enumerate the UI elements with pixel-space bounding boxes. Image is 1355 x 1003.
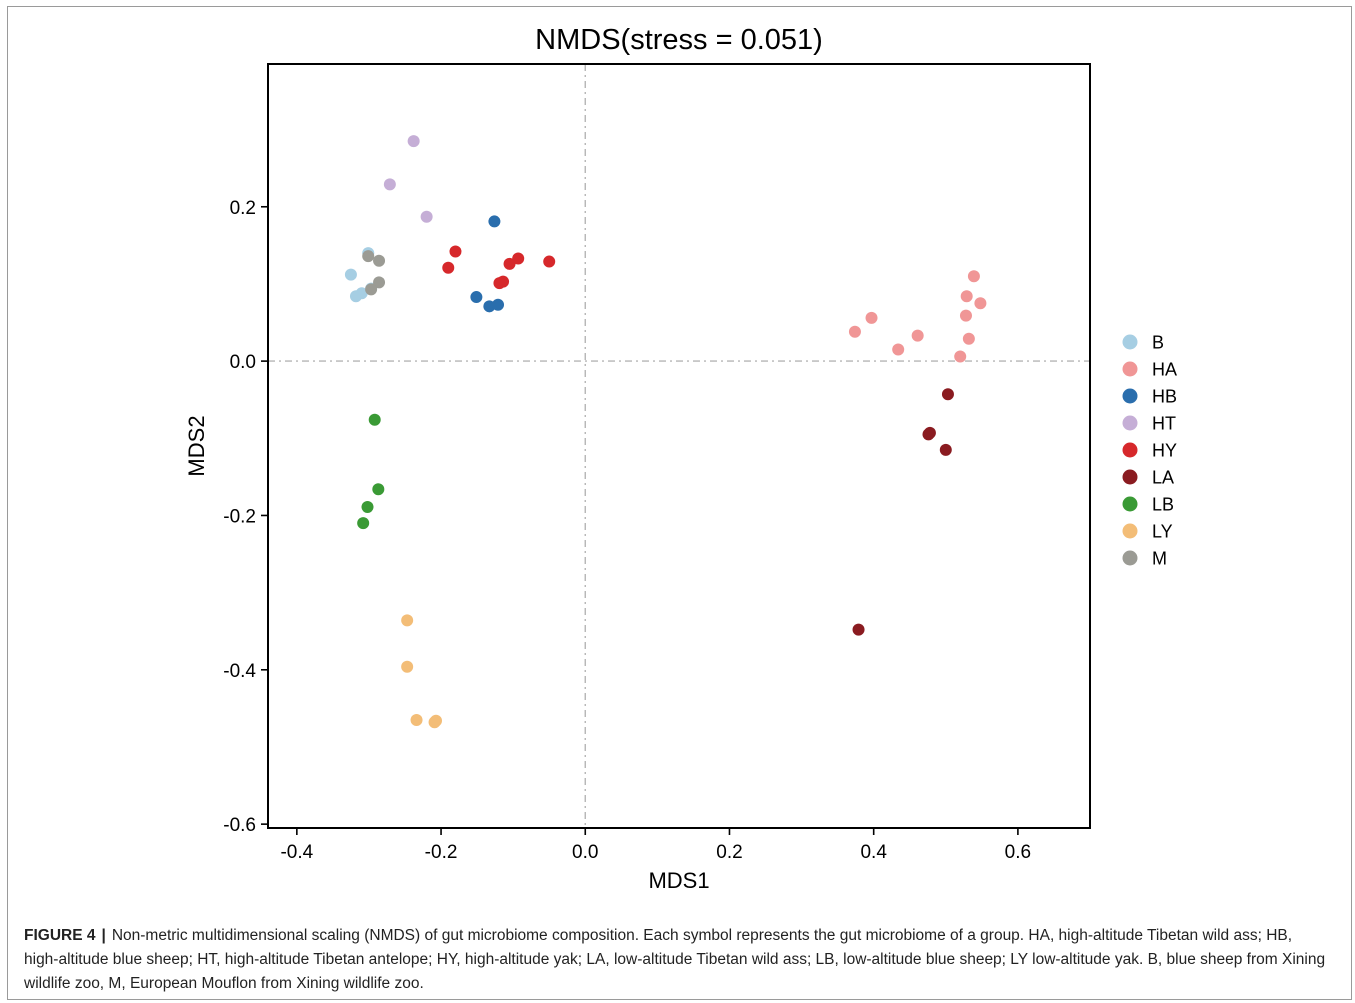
data-point-ht xyxy=(383,178,396,191)
data-point-hb xyxy=(492,298,505,311)
y-tick-label: -0.6 xyxy=(223,815,256,836)
data-point-ha xyxy=(967,270,980,283)
nmds-chart: -0.4 -0.2 0.0 0.2 0.4 0.6 0.20.0-0.2-0.4-0.6 … xyxy=(184,24,1177,893)
data-point-m xyxy=(365,283,378,296)
legend-label-ht: HT xyxy=(1152,414,1176,434)
x-tick-label: 0.6 xyxy=(1005,842,1031,863)
data-point-m xyxy=(373,276,386,289)
caption-separator: | xyxy=(101,927,106,944)
figure-caption: FIGURE 4 | Non-metric multidimensional sca… xyxy=(24,924,1329,996)
legend-key-hb xyxy=(1122,388,1138,404)
legend-label-m: M xyxy=(1152,549,1167,569)
data-point-ly xyxy=(428,716,441,729)
data-point-ha xyxy=(960,290,973,303)
legend-label-b: B xyxy=(1152,333,1164,353)
data-point-b xyxy=(344,268,357,281)
data-point-hy xyxy=(503,257,516,270)
y-tick-label: 0.2 xyxy=(230,198,256,219)
data-point-ha xyxy=(865,311,878,324)
data-point-hy xyxy=(442,261,455,274)
legend-key-b xyxy=(1122,334,1138,350)
data-point-ly xyxy=(410,713,423,726)
data-point-ha xyxy=(962,332,975,345)
caption-label: FIGURE 4 xyxy=(24,927,96,944)
legend-key-la xyxy=(1122,469,1138,485)
x-tick-label: 0.4 xyxy=(860,842,887,863)
data-point-hb xyxy=(488,215,501,228)
data-point-hy xyxy=(493,277,506,290)
y-axis-label: MDS2 xyxy=(184,415,209,476)
legend-key-ha xyxy=(1122,361,1138,377)
legend-key-hy xyxy=(1122,442,1138,458)
x-axis-label: MDS1 xyxy=(648,868,709,893)
legend-key-m xyxy=(1122,550,1138,566)
data-point-hb xyxy=(470,291,483,304)
legend-label-hb: HB xyxy=(1152,387,1177,407)
data-point-la xyxy=(941,388,954,401)
data-point-ha xyxy=(848,325,861,338)
chart-title: NMDS(stress = 0.051) xyxy=(535,24,823,56)
data-point-la xyxy=(939,443,952,456)
data-point-ht xyxy=(407,135,420,148)
data-point-ly xyxy=(401,660,414,673)
data-point-ha xyxy=(959,309,972,322)
data-point-b xyxy=(355,287,368,300)
data-point-lb xyxy=(372,483,385,496)
x-tick-label: -0.4 xyxy=(280,842,313,863)
data-point-ha xyxy=(892,343,905,356)
data-point-lb xyxy=(357,517,370,530)
legend-label-lb: LB xyxy=(1152,495,1174,515)
data-point-lb xyxy=(361,500,374,513)
legend-label-hy: HY xyxy=(1152,441,1177,461)
data-point-hy xyxy=(543,255,556,268)
legend-label-ly: LY xyxy=(1152,522,1173,542)
data-point-la xyxy=(923,426,936,439)
data-point-ha xyxy=(954,350,967,363)
caption-text: Non-metric multidimensional scaling (NMD… xyxy=(24,927,1326,992)
data-point-hy xyxy=(449,245,462,258)
data-point-lb xyxy=(368,413,381,426)
y-tick-label: -0.2 xyxy=(223,506,256,527)
legend-label-ha: HA xyxy=(1152,360,1177,380)
x-tick-label: 0.2 xyxy=(716,842,742,863)
plot-area-border xyxy=(267,63,1091,829)
legend-key-ly xyxy=(1122,523,1138,539)
data-point-m xyxy=(373,254,386,267)
data-point-ha xyxy=(974,297,987,310)
data-point-ly xyxy=(401,614,414,627)
data-point-la xyxy=(852,623,865,636)
legend-label-la: LA xyxy=(1152,468,1174,488)
legend-key-ht xyxy=(1122,415,1138,431)
y-tick-label: 0.0 xyxy=(230,352,256,373)
legend-key-lb xyxy=(1122,496,1138,512)
data-point-hy xyxy=(512,252,525,265)
x-tick-label: 0.0 xyxy=(572,842,598,863)
data-point-m xyxy=(362,250,375,263)
data-point-ht xyxy=(420,210,433,223)
figure-frame xyxy=(7,6,1352,1000)
y-tick-label: -0.4 xyxy=(223,661,256,682)
legend: B HA HB HT HY LA LB LY M xyxy=(1122,333,1177,569)
x-tick-label: -0.2 xyxy=(425,842,458,863)
data-point-ha xyxy=(911,329,924,342)
